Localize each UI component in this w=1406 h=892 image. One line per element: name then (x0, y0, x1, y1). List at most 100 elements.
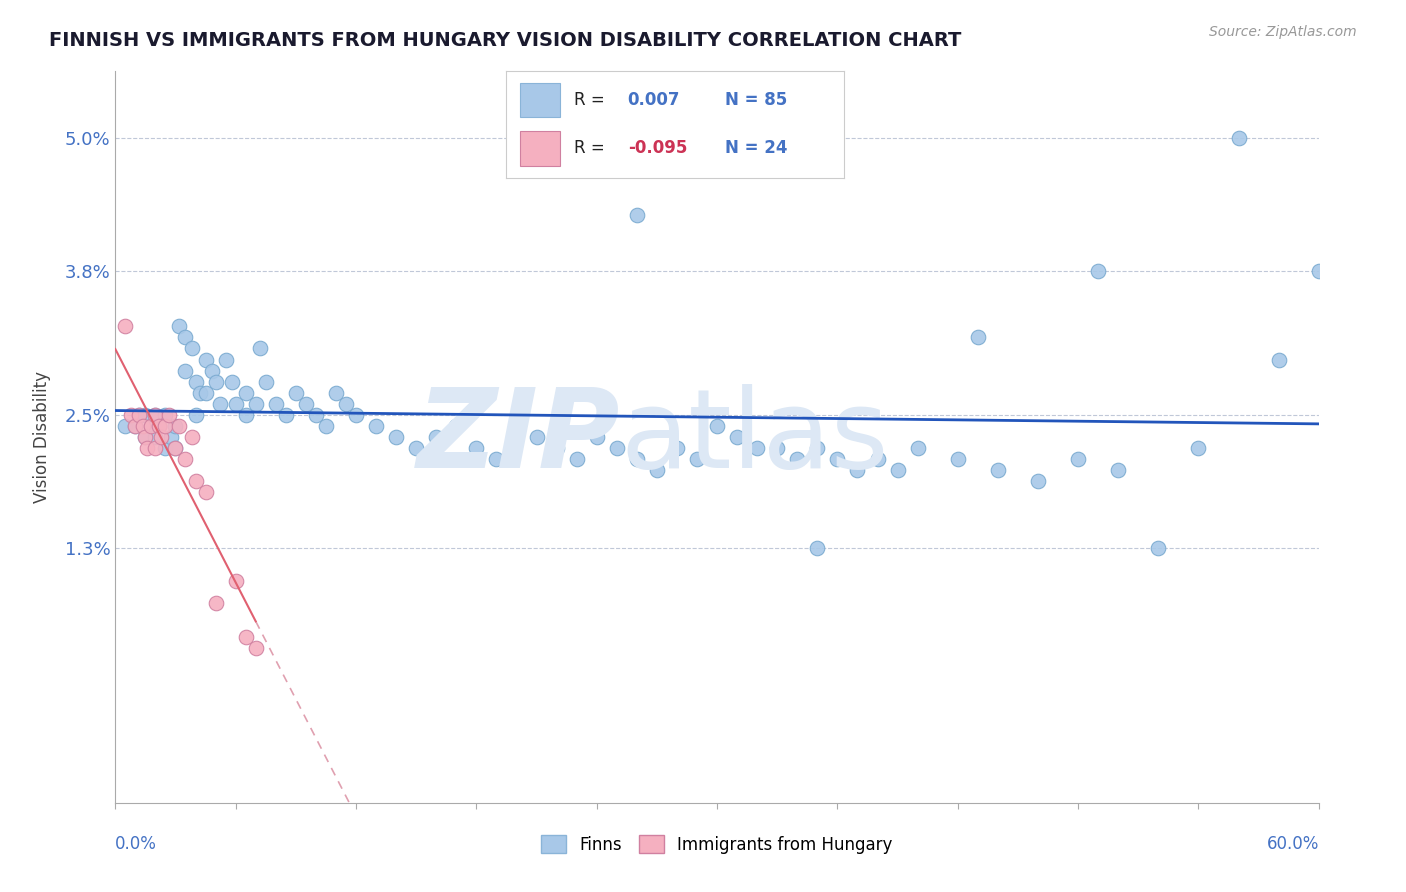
Point (184, 375, 207, 389)
Bar (520, 131, 560, 166)
Point (180, 430, 202, 444)
Point (235, 408, 257, 422)
Point (145, 408, 167, 422)
Point (1308, 264, 1330, 278)
Point (385, 430, 408, 444)
Point (806, 441, 828, 455)
Point (141, 419, 163, 434)
Point (169, 419, 191, 434)
Point (159, 408, 181, 422)
Point (174, 330, 197, 344)
Point (1147, 541, 1170, 555)
Point (174, 452, 197, 467)
Point (806, 541, 828, 555)
Point (446, 419, 468, 434)
Point (169, 319, 191, 334)
Point (665, 441, 688, 455)
Text: Source: ZipAtlas.com: Source: ZipAtlas.com (1209, 25, 1357, 39)
Point (180, 342, 202, 356)
Point (626, 209, 648, 223)
Point (886, 463, 908, 477)
Text: N = 85: N = 85 (725, 91, 787, 109)
Point (305, 408, 328, 422)
Point (1087, 264, 1109, 278)
Bar (520, 83, 560, 118)
Point (485, 452, 508, 467)
Point (194, 385, 217, 400)
Point (235, 385, 257, 400)
Text: ZIP: ZIP (418, 384, 621, 491)
Point (204, 375, 226, 389)
Point (846, 463, 869, 477)
Point (295, 397, 318, 411)
Point (245, 640, 267, 655)
Point (132, 419, 155, 434)
Point (165, 441, 187, 455)
Text: FINNISH VS IMMIGRANTS FROM HUNGARY VISION DISABILITY CORRELATION CHART: FINNISH VS IMMIGRANTS FROM HUNGARY VISIO… (49, 31, 962, 50)
Point (505, 419, 527, 434)
Point (1067, 452, 1090, 467)
Point (1187, 441, 1209, 455)
Point (645, 463, 668, 477)
Point (141, 419, 163, 434)
Text: R =: R = (574, 91, 605, 109)
Point (155, 408, 177, 422)
Point (786, 452, 808, 467)
Point (150, 430, 173, 444)
Point (264, 397, 287, 411)
Text: -0.095: -0.095 (627, 139, 688, 157)
Point (225, 397, 247, 411)
Point (987, 463, 1010, 477)
Point (546, 441, 568, 455)
Point (145, 408, 167, 422)
Text: 0.007: 0.007 (627, 91, 681, 109)
Text: N = 24: N = 24 (725, 139, 787, 157)
Y-axis label: Vision Disability: Vision Disability (32, 371, 51, 503)
Point (134, 430, 156, 444)
Point (124, 419, 146, 434)
Point (254, 375, 277, 389)
Point (966, 330, 988, 344)
Point (946, 452, 969, 467)
Point (155, 441, 177, 455)
Point (134, 408, 156, 422)
Point (907, 441, 929, 455)
Point (160, 430, 183, 444)
Point (136, 441, 159, 455)
Point (134, 430, 156, 444)
Point (274, 408, 297, 422)
Point (184, 475, 207, 489)
Point (725, 430, 748, 444)
Point (194, 485, 217, 500)
Point (148, 419, 170, 434)
Point (165, 441, 187, 455)
Point (425, 430, 447, 444)
Point (866, 452, 889, 467)
Point (344, 408, 367, 422)
Point (284, 385, 307, 400)
Point (214, 352, 236, 367)
Point (114, 319, 136, 334)
Point (606, 441, 628, 455)
Point (235, 630, 257, 644)
Point (188, 385, 211, 400)
Point (526, 430, 548, 444)
Text: 0.0%: 0.0% (115, 835, 157, 853)
Point (145, 430, 167, 444)
Point (1267, 352, 1289, 367)
Point (325, 385, 347, 400)
Point (128, 408, 150, 422)
Point (364, 419, 387, 434)
Point (120, 408, 142, 422)
Text: R =: R = (574, 139, 605, 157)
Point (465, 441, 488, 455)
Point (174, 363, 197, 377)
Point (165, 419, 187, 434)
Point (827, 452, 849, 467)
Point (221, 375, 243, 389)
Point (155, 419, 177, 434)
Point (626, 452, 648, 467)
Point (204, 596, 226, 610)
Point (145, 441, 167, 455)
Point (585, 430, 607, 444)
